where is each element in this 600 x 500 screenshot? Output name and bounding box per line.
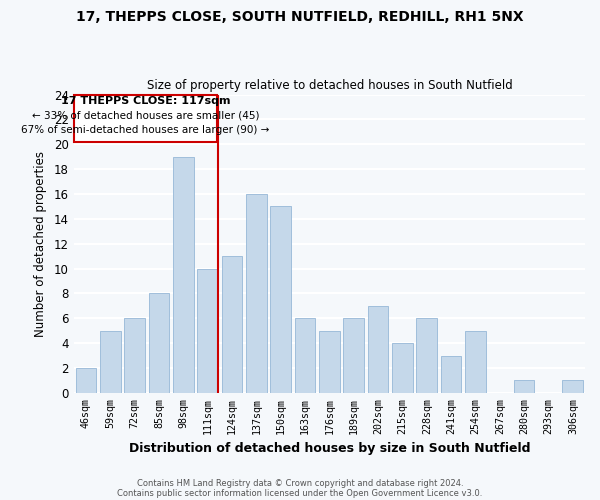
Text: 17 THEPPS CLOSE: 117sqm: 17 THEPPS CLOSE: 117sqm: [61, 96, 230, 106]
Title: Size of property relative to detached houses in South Nutfield: Size of property relative to detached ho…: [146, 79, 512, 92]
X-axis label: Distribution of detached houses by size in South Nutfield: Distribution of detached houses by size …: [128, 442, 530, 455]
Bar: [124, 318, 145, 393]
Bar: [514, 380, 535, 393]
Bar: [441, 356, 461, 393]
FancyBboxPatch shape: [74, 94, 217, 142]
Y-axis label: Number of detached properties: Number of detached properties: [34, 150, 47, 336]
Text: Contains HM Land Registry data © Crown copyright and database right 2024.: Contains HM Land Registry data © Crown c…: [137, 478, 463, 488]
Bar: [222, 256, 242, 393]
Bar: [246, 194, 267, 393]
Bar: [392, 343, 413, 393]
Bar: [100, 330, 121, 393]
Text: ← 33% of detached houses are smaller (45): ← 33% of detached houses are smaller (45…: [32, 110, 259, 120]
Bar: [416, 318, 437, 393]
Bar: [173, 156, 194, 393]
Bar: [343, 318, 364, 393]
Bar: [465, 330, 486, 393]
Bar: [149, 294, 169, 393]
Bar: [271, 206, 291, 393]
Bar: [295, 318, 316, 393]
Bar: [319, 330, 340, 393]
Bar: [368, 306, 388, 393]
Text: 17, THEPPS CLOSE, SOUTH NUTFIELD, REDHILL, RH1 5NX: 17, THEPPS CLOSE, SOUTH NUTFIELD, REDHIL…: [76, 10, 524, 24]
Text: Contains public sector information licensed under the Open Government Licence v3: Contains public sector information licen…: [118, 488, 482, 498]
Text: 67% of semi-detached houses are larger (90) →: 67% of semi-detached houses are larger (…: [22, 125, 270, 135]
Bar: [562, 380, 583, 393]
Bar: [197, 268, 218, 393]
Bar: [76, 368, 97, 393]
